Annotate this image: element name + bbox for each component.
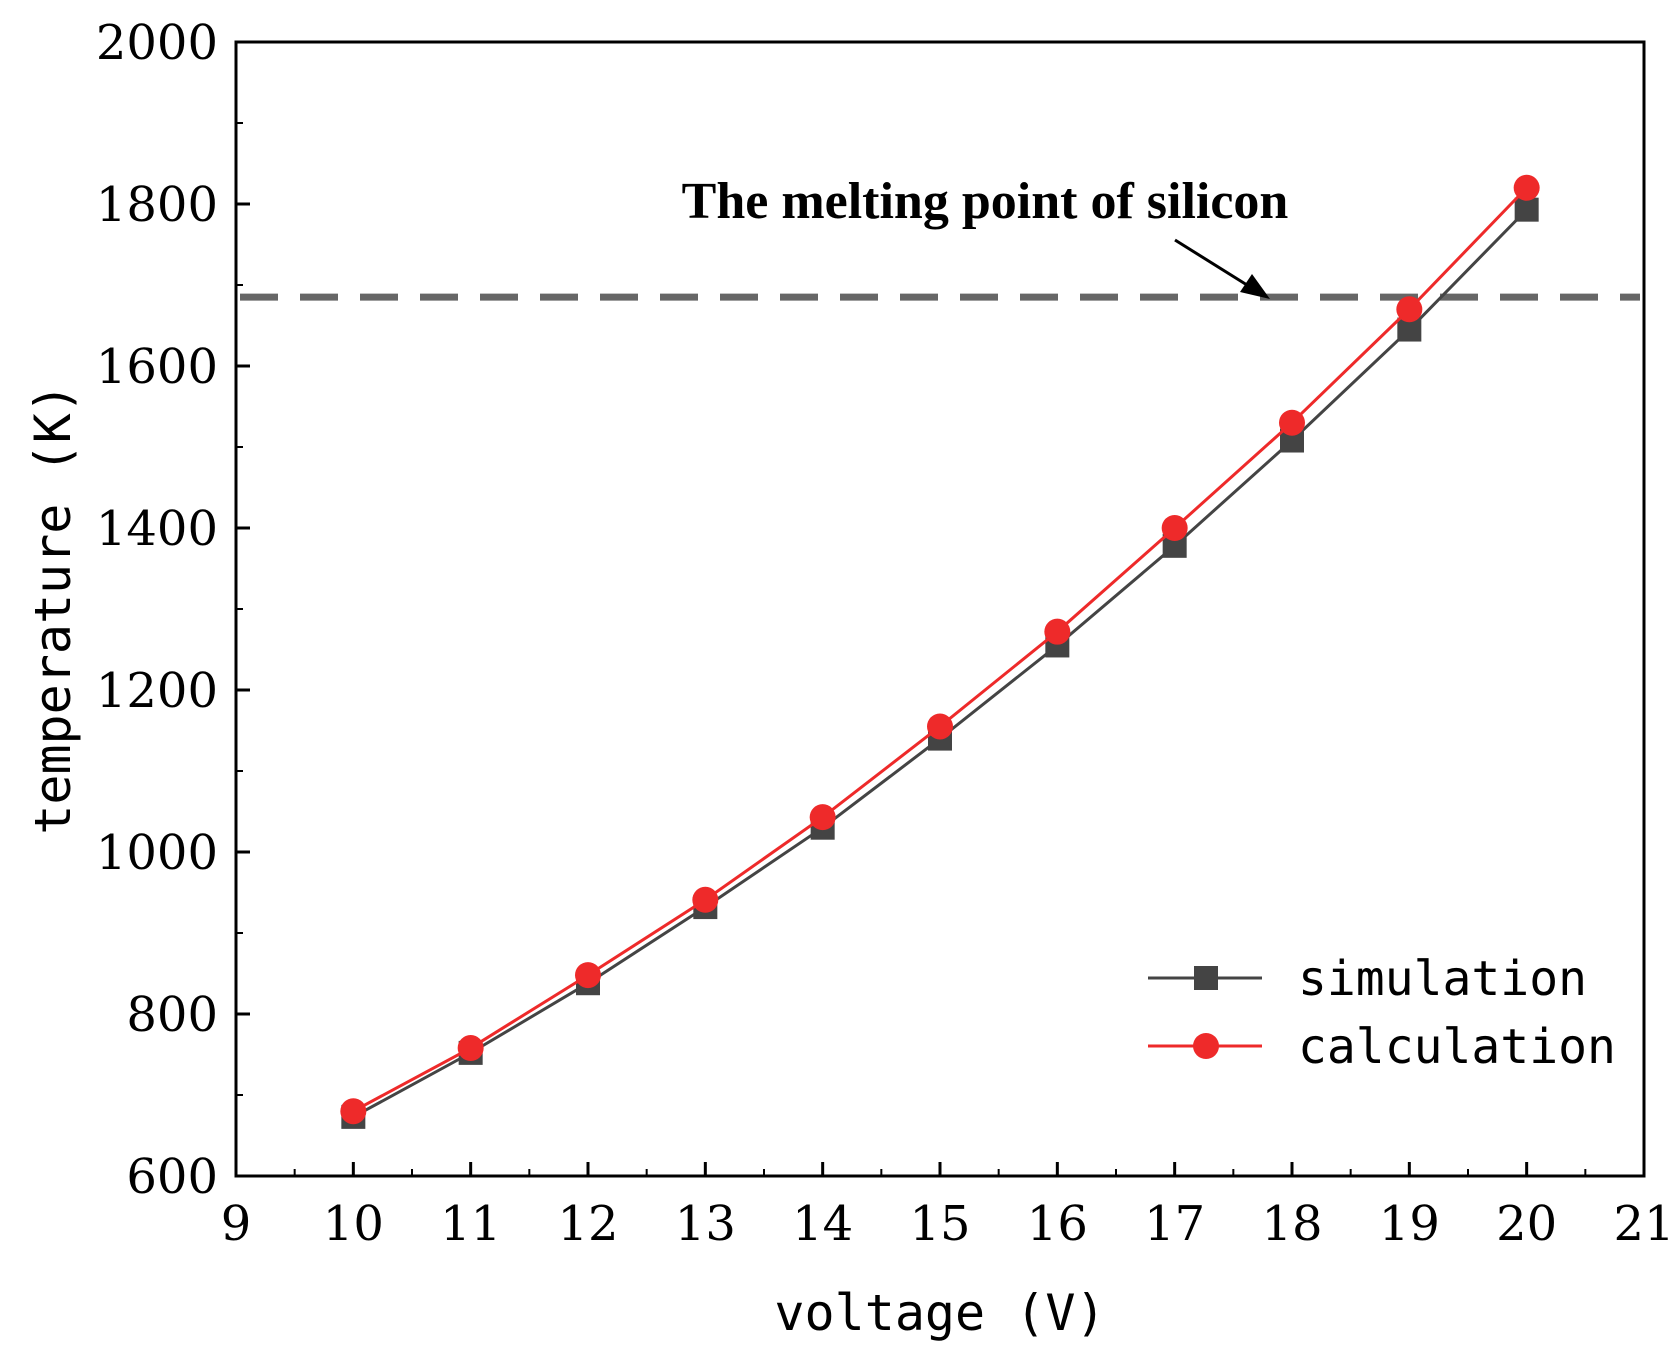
legend-marker-simulation xyxy=(1194,966,1218,990)
x-tick-label: 21 xyxy=(1613,1196,1674,1252)
legend: simulation calculation xyxy=(1148,951,1616,1075)
x-tick-label: 12 xyxy=(557,1196,618,1252)
x-tick-label: 10 xyxy=(323,1196,384,1252)
y-tick-label: 1200 xyxy=(96,663,218,719)
y-tick-label: 1400 xyxy=(96,501,218,557)
x-tick-label: 16 xyxy=(1027,1196,1088,1252)
x-tick-label: 13 xyxy=(675,1196,736,1252)
x-tick-label: 15 xyxy=(909,1196,970,1252)
y-tick-label: 1800 xyxy=(96,177,218,233)
point-calculation xyxy=(575,962,601,989)
y-tick-label: 1600 xyxy=(96,339,218,395)
y-tick-label: 800 xyxy=(126,987,218,1043)
x-axis-title: voltage (V) xyxy=(774,1284,1105,1342)
y-tick-label: 600 xyxy=(126,1149,218,1205)
legend-label-calculation: calculation xyxy=(1298,1019,1616,1075)
point-calculation xyxy=(1279,409,1305,436)
melting-point-annotation: The melting point of silicon xyxy=(682,173,1289,230)
point-calculation xyxy=(1513,174,1540,201)
point-calculation xyxy=(809,804,836,831)
y-tick-label: 1000 xyxy=(96,825,218,881)
y-axis-title: temperature (K) xyxy=(24,383,82,835)
point-calculation xyxy=(1044,618,1071,645)
x-tick-label: 18 xyxy=(1261,1196,1322,1252)
legend-label-simulation: simulation xyxy=(1298,951,1587,1007)
point-calculation xyxy=(927,713,953,740)
x-tick-label: 20 xyxy=(1496,1196,1557,1252)
series-layer xyxy=(340,174,1540,1129)
point-calculation xyxy=(1161,515,1188,541)
legend-item-simulation: simulation xyxy=(1148,951,1587,1007)
point-calculation xyxy=(457,1035,484,1062)
x-tick-label: 17 xyxy=(1144,1196,1205,1252)
legend-item-calculation: calculation xyxy=(1148,1019,1616,1075)
legend-marker-calculation xyxy=(1193,1033,1219,1059)
x-tick-label: 14 xyxy=(792,1196,853,1252)
y-tick-label: 2000 xyxy=(96,15,218,71)
point-calculation xyxy=(340,1098,367,1125)
y-axis: 600 800 1000 1200 1400 1600 1800 2000 xyxy=(96,15,250,1205)
x-tick-label: 9 xyxy=(221,1196,252,1252)
annotation-arrow xyxy=(1174,238,1270,299)
point-calculation xyxy=(1396,296,1423,323)
x-tick-label: 19 xyxy=(1379,1196,1440,1252)
x-axis: 9 10 11 12 13 14 15 16 17 18 19 20 21 xyxy=(221,1162,1675,1252)
point-calculation xyxy=(692,886,719,913)
point-simulation xyxy=(1514,197,1539,222)
x-tick-label: 11 xyxy=(440,1196,501,1252)
